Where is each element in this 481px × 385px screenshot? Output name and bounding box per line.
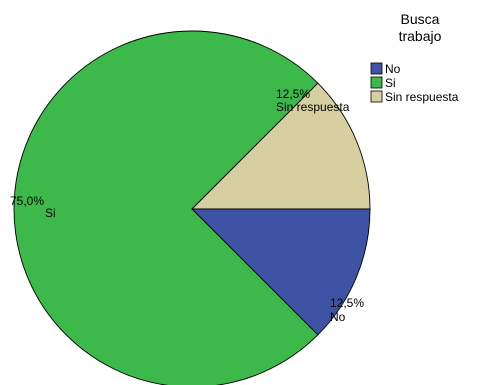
- legend: Busca trabajo No Si Sin respuesta: [370, 11, 459, 104]
- legend-swatch-sin-respuesta: [370, 90, 383, 103]
- legend-title-line-1: Busca: [401, 11, 440, 27]
- label-sin-respuesta-percent: 12,5%: [276, 87, 310, 101]
- label-no-percent: 12,5%: [330, 296, 364, 310]
- pie-slices: [13, 30, 371, 385]
- pie-slice-no: [190, 208, 371, 336]
- legend-label-si: Si: [385, 76, 396, 90]
- label-si-percent: 75,0%: [10, 194, 44, 208]
- legend-swatch-no: [370, 62, 383, 75]
- label-sin-respuesta-name: Sin respuesta: [276, 100, 350, 114]
- legend-title-line-2: trabajo: [399, 28, 442, 44]
- pie-slice-si: [13, 30, 319, 385]
- label-si-name: Si: [45, 206, 56, 220]
- legend-label-sin-respuesta: Sin respuesta: [385, 90, 459, 104]
- pie-slice-sin-respuesta: [190, 82, 371, 210]
- legend-label-no: No: [385, 62, 401, 76]
- legend-swatch-si: [370, 76, 383, 89]
- label-no-name: No: [330, 310, 346, 324]
